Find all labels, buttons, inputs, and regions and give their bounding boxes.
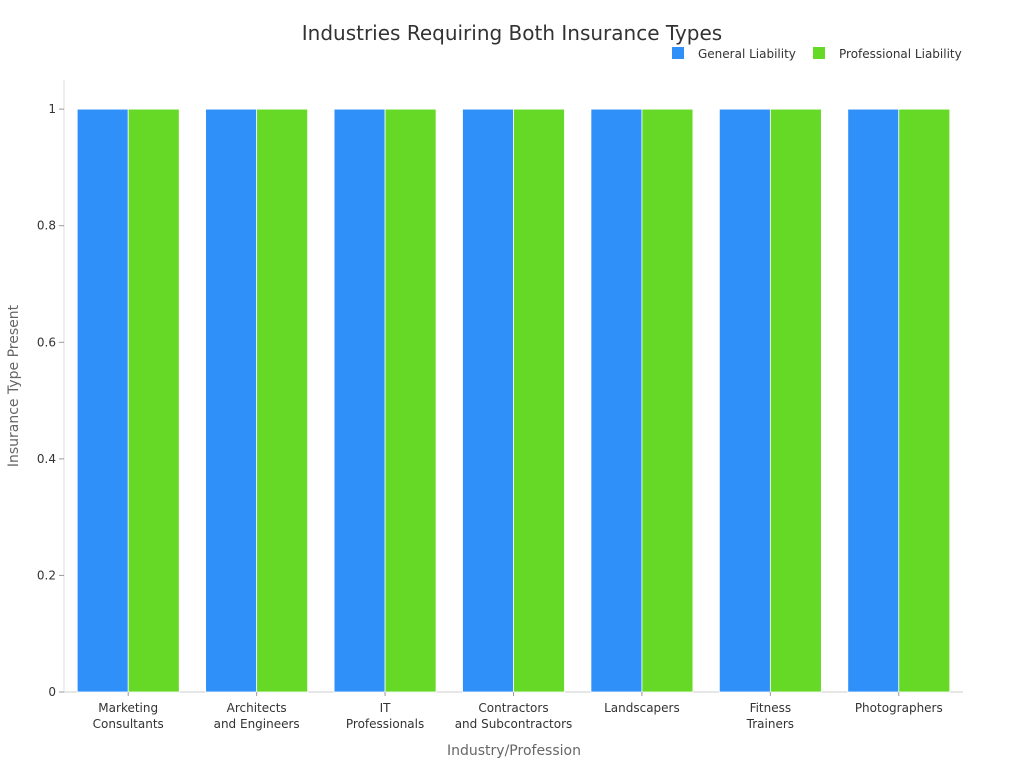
y-axis-label: Insurance Type Present xyxy=(6,304,22,467)
y-tick-label: 0.6 xyxy=(37,335,56,349)
legend-swatch-professional-liability xyxy=(813,47,825,59)
bar-professional-liability-it-professionals xyxy=(384,108,437,693)
y-tick-label: 0.2 xyxy=(37,568,56,582)
chart-title: Industries Requiring Both Insurance Type… xyxy=(302,21,722,45)
bar-professional-liability-architects-and-engineers xyxy=(256,108,309,693)
bar-general-liability-contractors-and-subcontractors xyxy=(462,108,514,693)
x-tick-label-contractors-and-subcontractors: Contractors and Subcontractors xyxy=(455,701,573,731)
bar-general-liability-architects-and-engineers xyxy=(205,108,258,693)
x-tick-label-marketing-consultants: Marketing Consultants xyxy=(93,701,164,731)
y-tick-label: 1 xyxy=(48,102,56,116)
x-tick-label-landscapers: Landscapers xyxy=(604,701,680,715)
legend-label-general-liability: General Liability xyxy=(698,47,796,61)
bar-general-liability-marketing-consultants xyxy=(76,108,129,693)
x-ticks: Marketing Consultants Architects and Engine… xyxy=(93,692,943,731)
y-ticks: 0 0.2 0.4 0.6 0.8 1 xyxy=(37,102,64,699)
legend-label-professional-liability: Professional Liability xyxy=(839,47,962,61)
bar-professional-liability-photographers xyxy=(898,108,951,693)
y-tick-label: 0.4 xyxy=(37,452,56,466)
bar-professional-liability-marketing-consultants xyxy=(127,108,180,693)
x-tick-label-fitness-trainers: Fitness Trainers xyxy=(746,701,794,731)
legend: General Liability Professional Liability xyxy=(672,47,962,61)
bar-professional-liability-fitness-trainers xyxy=(769,108,822,693)
bars xyxy=(76,108,951,693)
y-tick-label: 0.8 xyxy=(37,219,56,233)
bar-professional-liability-landscapers xyxy=(641,108,694,693)
bar-general-liability-landscapers xyxy=(590,108,643,693)
x-tick-label-it-professionals: IT Professionals xyxy=(346,701,424,731)
bar-general-liability-photographers xyxy=(847,108,900,693)
bar-general-liability-it-professionals xyxy=(333,108,386,693)
x-tick-label-photographers: Photographers xyxy=(855,701,943,715)
x-axis-label: Industry/Profession xyxy=(447,743,581,759)
legend-swatch-general-liability xyxy=(672,47,684,59)
y-axis: 0 0.2 0.4 0.6 0.8 1 xyxy=(37,80,65,699)
x-tick-label-architects-and-engineers: Architects and Engineers xyxy=(214,701,300,731)
bar-general-liability-fitness-trainers xyxy=(718,108,771,693)
bar-professional-liability-contractors-and-subcontractors xyxy=(513,108,565,693)
y-tick-label: 0 xyxy=(48,685,56,699)
